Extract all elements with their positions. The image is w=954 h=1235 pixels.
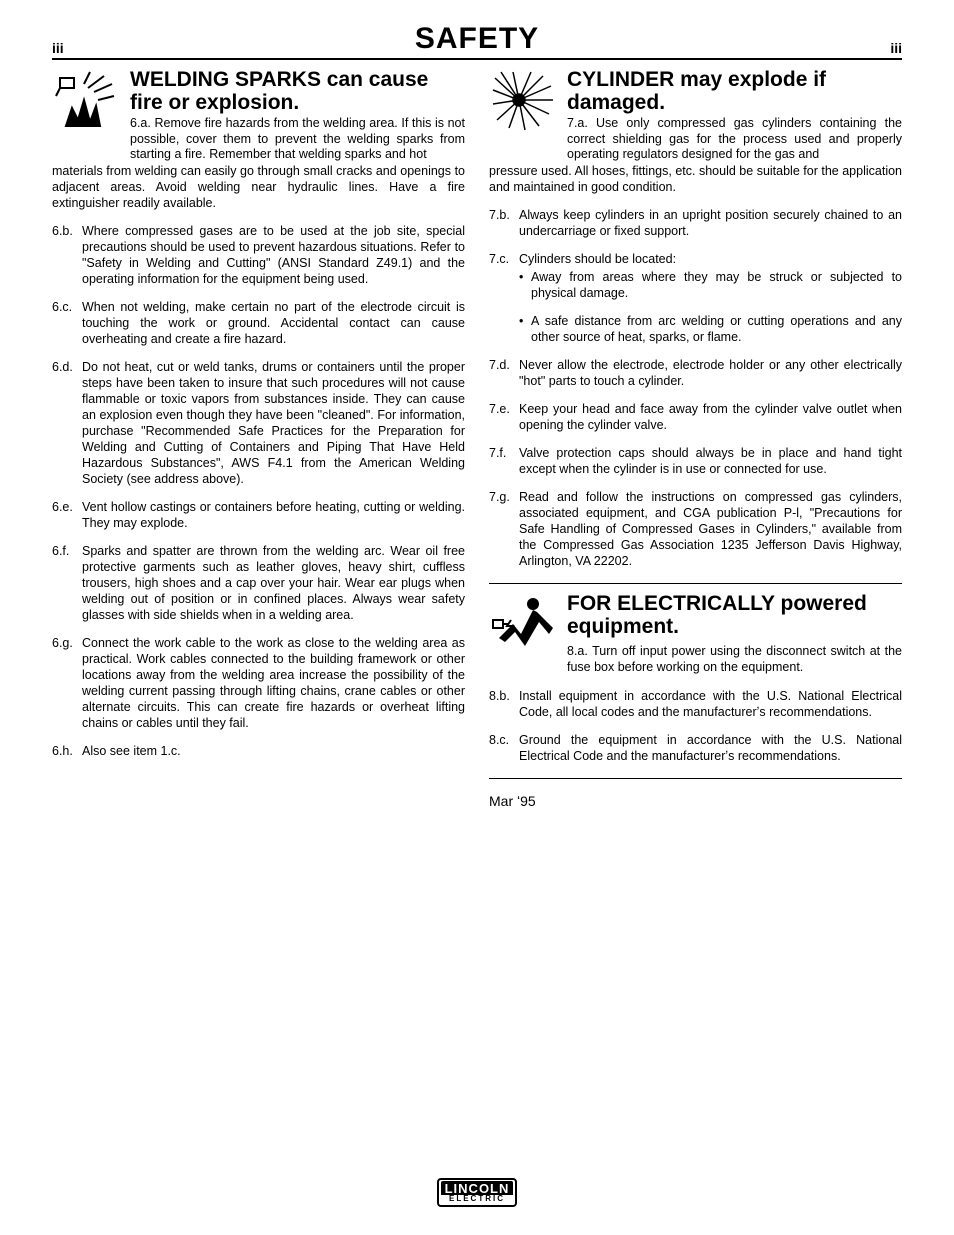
continuation-text: materials from welding can easily go thr… <box>52 163 465 211</box>
right-column: CYLINDER may explode if damaged. 7.a. Us… <box>489 68 902 809</box>
section-electrical: FOR ELECTRICALLY powered equipment. 8.a.… <box>489 592 902 763</box>
item-label: 6.b. <box>52 223 82 287</box>
item-label: 7.a. <box>567 116 588 130</box>
section-heading: FOR ELECTRICALLY powered equipment. <box>567 592 902 638</box>
item-text: Never allow the electrode, electrode hol… <box>519 357 902 389</box>
continuation-text: pressure used. All hoses, fittings, etc.… <box>489 163 902 195</box>
item-label: 7.d. <box>489 357 519 389</box>
bullet-dot: • <box>519 313 531 345</box>
item-label: 6.g. <box>52 635 82 731</box>
item-text: Keep your head and face away from the cy… <box>519 401 902 433</box>
page-number-left: iii <box>52 40 92 56</box>
item-body: Sparks and spatter are thrown from the w… <box>82 543 465 623</box>
sub-bullet-text: Away from areas where they may be struck… <box>531 269 902 301</box>
item-label: 6.a. <box>130 116 151 130</box>
item-label: 6.h. <box>52 743 82 759</box>
item-text: Valve protection caps should always be i… <box>519 445 902 477</box>
page-title: SAFETY <box>92 22 862 56</box>
lincoln-electric-logo: LINCOLN ELECTRIC <box>437 1178 518 1207</box>
list-item: 7.e.Keep your head and face away from th… <box>489 401 902 433</box>
item-body: Vent hollow castings or containers befor… <box>82 499 465 531</box>
item-label: 8.b. <box>489 688 519 720</box>
list-item: 6.h.Also see item 1.c. <box>52 743 465 759</box>
item-text: Sparks and spatter are thrown from the w… <box>82 543 465 623</box>
list-item: 7.g.Read and follow the instructions on … <box>489 489 902 569</box>
item-text: Where compressed gases are to be used at… <box>82 223 465 287</box>
first-item: 8.a. Turn off input power using the disc… <box>567 644 902 675</box>
list-item: 6.f.Sparks and spatter are thrown from t… <box>52 543 465 623</box>
section-welding-sparks: WELDING SPARKS can cause fire or explosi… <box>52 68 465 759</box>
item-text: When not welding, make certain no part o… <box>82 299 465 347</box>
item-body: Never allow the electrode, electrode hol… <box>519 357 902 389</box>
item-body: Where compressed gases are to be used at… <box>82 223 465 287</box>
list-item: 6.d.Do not heat, cut or weld tanks, drum… <box>52 359 465 487</box>
list-item: 7.c.Cylinders should be located: •Away fr… <box>489 251 902 345</box>
item-text: Also see item 1.c. <box>82 743 465 759</box>
list-item: 8.c.Ground the equipment in accordance w… <box>489 732 902 764</box>
item-text: Vent hollow castings or containers befor… <box>82 499 465 531</box>
list-item: 7.b.Always keep cylinders in an upright … <box>489 207 902 239</box>
item-label: 8.a. <box>567 644 588 658</box>
item-body: Read and follow the instructions on comp… <box>519 489 902 569</box>
page-footer: LINCOLN ELECTRIC <box>52 1178 902 1215</box>
section-cylinder: CYLINDER may explode if damaged. 7.a. Us… <box>489 68 902 569</box>
first-item: 7.a. Use only compressed gas cylinders c… <box>567 116 902 163</box>
section-heading: CYLINDER may explode if damaged. <box>567 68 902 114</box>
item-body: Install equipment in accordance with the… <box>519 688 902 720</box>
list-item: 6.e.Vent hollow castings or containers b… <box>52 499 465 531</box>
item-text: Install equipment in accordance with the… <box>519 688 902 720</box>
item-label: 7.e. <box>489 401 519 433</box>
list-item: 6.g.Connect the work cable to the work a… <box>52 635 465 731</box>
list-item: 7.f.Valve protection caps should always … <box>489 445 902 477</box>
list-item: 7.d.Never allow the electrode, electrode… <box>489 357 902 389</box>
item-label: 6.d. <box>52 359 82 487</box>
bullet-dot: • <box>519 269 531 301</box>
item-text: Use only compressed gas cylinders contai… <box>567 116 902 161</box>
item-text: Ground the equipment in accordance with … <box>519 732 902 764</box>
section-divider <box>489 583 902 584</box>
item-body: Always keep cylinders in an upright posi… <box>519 207 902 239</box>
item-label: 7.c. <box>489 251 519 345</box>
item-text: Cylinders should be located: <box>519 251 902 267</box>
item-body: Connect the work cable to the work as cl… <box>82 635 465 731</box>
page-number-right: iii <box>862 40 902 56</box>
item-text: Read and follow the instructions on comp… <box>519 489 902 569</box>
item-label: 8.c. <box>489 732 519 764</box>
item-text: Always keep cylinders in an upright posi… <box>519 207 902 239</box>
item-text: Remove fire hazards from the welding are… <box>130 116 465 161</box>
item-body: Keep your head and face away from the cy… <box>519 401 902 433</box>
list-item: 6.c.When not welding, make certain no pa… <box>52 299 465 347</box>
item-body: Cylinders should be located: •Away from a… <box>519 251 902 345</box>
item-text: Connect the work cable to the work as cl… <box>82 635 465 731</box>
item-body: When not welding, make certain no part o… <box>82 299 465 347</box>
section-heading: WELDING SPARKS can cause fire or explosi… <box>130 68 465 114</box>
sub-bullet: •A safe distance from arc welding or cut… <box>519 313 902 345</box>
item-body: Also see item 1.c. <box>82 743 465 759</box>
sub-bullet: •Away from areas where they may be struc… <box>519 269 902 301</box>
item-text: Do not heat, cut or weld tanks, drums or… <box>82 359 465 487</box>
revision-date: Mar ʻ95 <box>489 793 902 809</box>
item-label: 6.e. <box>52 499 82 531</box>
section-divider <box>489 778 902 779</box>
logo-text-top: LINCOLN <box>441 1181 514 1195</box>
item-label: 6.f. <box>52 543 82 623</box>
list-item: 8.b.Install equipment in accordance with… <box>489 688 902 720</box>
item-body: Valve protection caps should always be i… <box>519 445 902 477</box>
first-item: 6.a. Remove fire hazards from the weldin… <box>130 116 465 163</box>
left-column: WELDING SPARKS can cause fire or explosi… <box>52 68 465 809</box>
item-text: Turn off input power using the disconnec… <box>567 644 902 674</box>
shock-person-icon <box>489 592 559 662</box>
explosion-icon <box>489 68 559 138</box>
fire-spark-icon <box>52 68 122 138</box>
sub-bullet-text: A safe distance from arc welding or cutt… <box>531 313 902 345</box>
item-label: 7.f. <box>489 445 519 477</box>
item-label: 7.g. <box>489 489 519 569</box>
item-label: 6.c. <box>52 299 82 347</box>
logo-text-bottom: ELECTRIC <box>441 1195 514 1204</box>
item-label: 7.b. <box>489 207 519 239</box>
item-body: Ground the equipment in accordance with … <box>519 732 902 764</box>
list-item: 6.b.Where compressed gases are to be use… <box>52 223 465 287</box>
item-body: Do not heat, cut or weld tanks, drums or… <box>82 359 465 487</box>
page-header: iii SAFETY iii <box>52 22 902 60</box>
